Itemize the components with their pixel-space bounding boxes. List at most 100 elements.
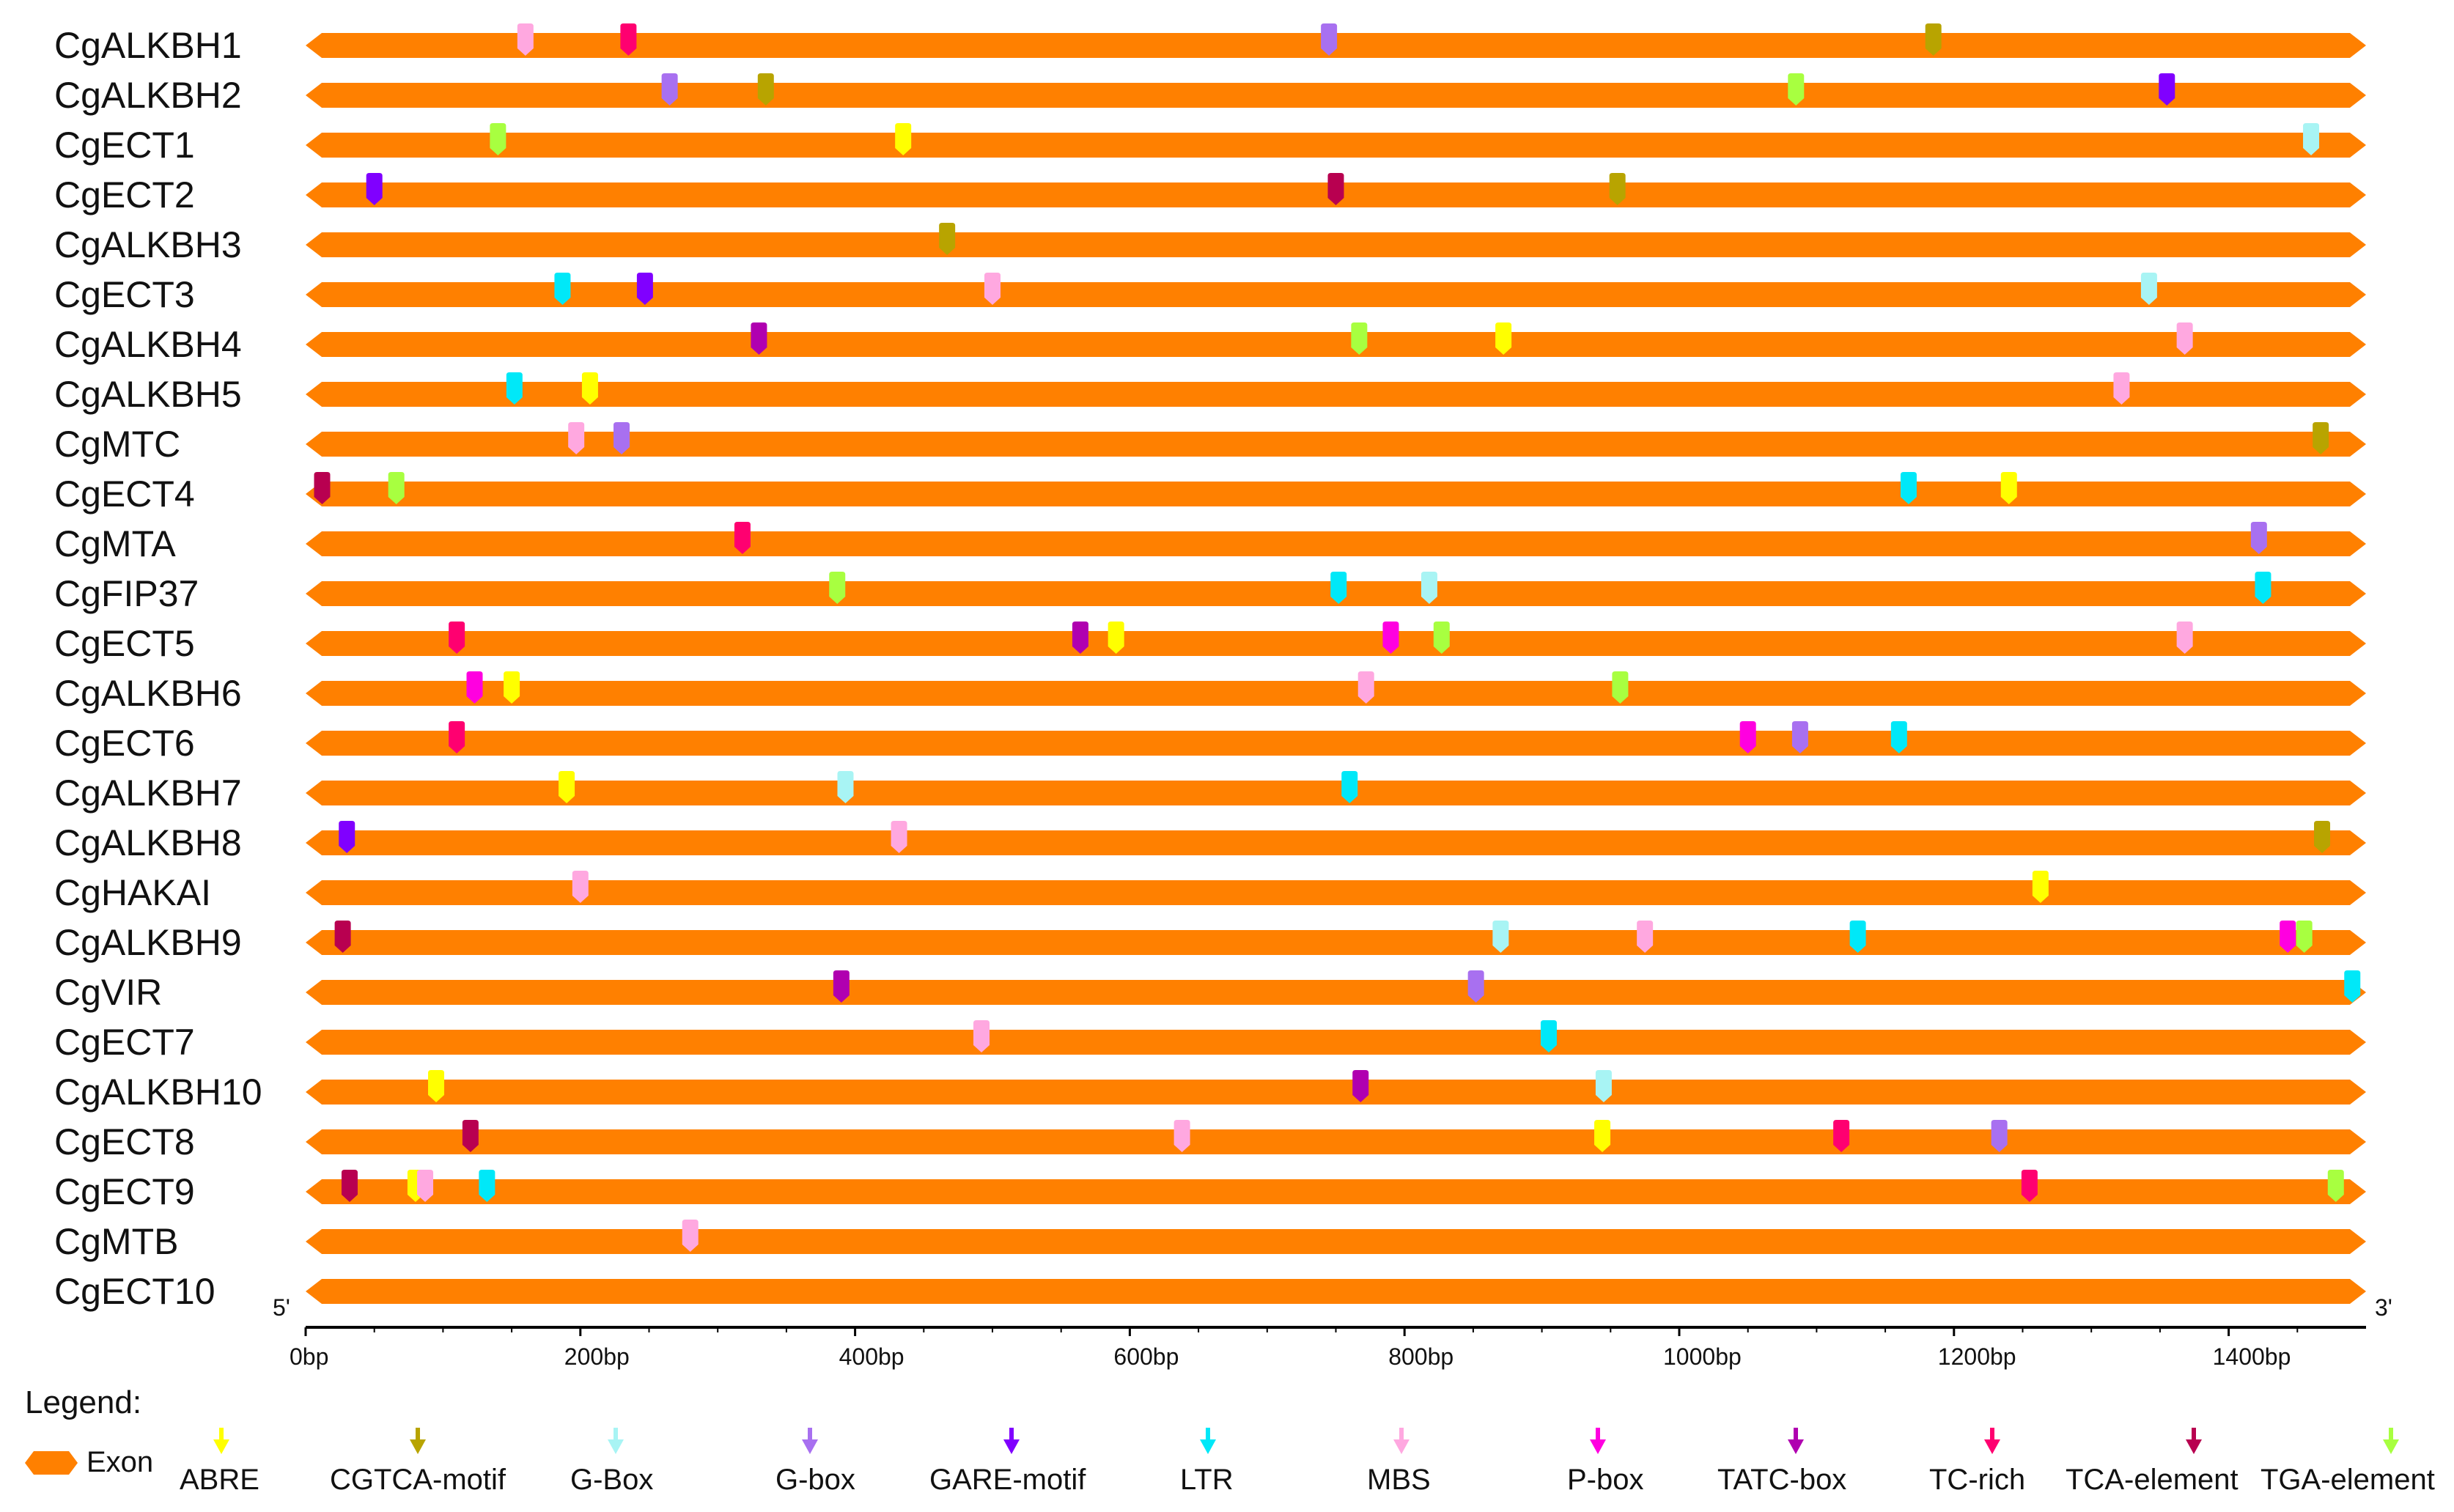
exon-bar xyxy=(306,631,2366,656)
motif-marker xyxy=(1991,1120,2008,1152)
legend-label: GARE-motif xyxy=(929,1464,1086,1496)
exon-bar xyxy=(306,332,2366,357)
gene-label: CgALKBH1 xyxy=(54,25,242,66)
legend-arrow-abre xyxy=(213,1439,229,1454)
motif-marker xyxy=(1321,23,1338,56)
x-tick-label: 1000bp xyxy=(1663,1343,1742,1370)
legend-arrow-p-box xyxy=(1590,1439,1606,1454)
exon-bar xyxy=(306,830,2366,855)
gene-label: CgFIP37 xyxy=(54,573,199,614)
motif-marker xyxy=(581,372,598,405)
motif-markers xyxy=(314,23,2361,1252)
motif-marker xyxy=(984,273,1001,305)
motif-marker xyxy=(757,73,774,106)
motif-marker xyxy=(341,1170,358,1202)
motif-marker xyxy=(479,1170,495,1202)
exon-bar xyxy=(306,980,2366,1005)
motif-marker xyxy=(2250,522,2267,554)
legend-label: TGA-element xyxy=(2260,1464,2435,1496)
motif-marker xyxy=(1492,921,1509,953)
motif-marker xyxy=(1612,671,1629,704)
gene-label: CgALKBH5 xyxy=(54,374,242,415)
gene-label: CgECT5 xyxy=(54,623,195,664)
motif-marker xyxy=(636,273,653,305)
gene-label: CgVIR xyxy=(54,972,162,1013)
legend-label: ABRE xyxy=(180,1464,259,1496)
motif-marker xyxy=(2176,322,2193,355)
motif-marker xyxy=(2327,1170,2344,1202)
gene-labels: CgALKBH1 CgALKBH2 CgECT1 CgECT2 CgALKBH3 CgEC… xyxy=(54,25,262,1312)
gene-label: CgECT3 xyxy=(54,274,195,315)
legend-label: P-box xyxy=(1567,1464,1644,1496)
motif-marker xyxy=(1072,622,1088,654)
motif-marker xyxy=(2021,1170,2038,1202)
three-prime-label: 3' xyxy=(2375,1294,2392,1321)
motif-marker xyxy=(1382,622,1399,654)
motif-marker xyxy=(449,622,465,654)
legend-arrow-tca-element xyxy=(2186,1439,2202,1454)
gene-label: CgALKBH4 xyxy=(54,324,242,365)
exon-bar xyxy=(306,133,2366,158)
legend-arrow-ltr xyxy=(1200,1439,1216,1454)
legend-arrow-g-box xyxy=(608,1439,624,1454)
motif-marker xyxy=(1421,572,1437,604)
legend-arrow-gare-motif xyxy=(1003,1439,1020,1454)
legend-exon-swatch xyxy=(25,1451,78,1475)
legend-label: TC-rich xyxy=(1929,1464,2025,1496)
motif-marker xyxy=(568,422,585,454)
motif-marker xyxy=(1540,1020,1557,1052)
motif-marker xyxy=(973,1020,990,1052)
motif-marker xyxy=(506,372,523,405)
x-tick-label: 800bp xyxy=(1388,1343,1453,1370)
gene-label: CgALKBH2 xyxy=(54,75,242,116)
motif-marker xyxy=(1173,1120,1190,1152)
motif-marker xyxy=(339,821,355,853)
gene-label: CgMTB xyxy=(54,1221,178,1262)
gene-label: CgALKBH9 xyxy=(54,922,242,963)
motif-marker xyxy=(2314,821,2331,853)
motif-marker xyxy=(2000,472,2017,504)
motif-marker xyxy=(939,223,956,255)
legend-arrow-cgtca-motif xyxy=(410,1439,426,1454)
motif-marker xyxy=(466,671,483,704)
motif-marker xyxy=(1609,173,1626,205)
motif-marker xyxy=(2303,123,2320,155)
motif-marker xyxy=(1341,771,1358,803)
gene-label: CgECT6 xyxy=(54,723,195,764)
motif-marker xyxy=(891,821,907,853)
motif-marker xyxy=(366,173,383,205)
motif-marker xyxy=(2113,372,2130,405)
motif-marker xyxy=(1433,622,1450,654)
motif-marker xyxy=(1467,970,1484,1003)
legend: Legend: Exon ABRE CGTCA-motif G-Box G-box GA… xyxy=(25,1384,2435,1496)
motif-marker xyxy=(1351,322,1368,355)
exon-bars xyxy=(306,33,2366,1304)
motif-marker xyxy=(334,921,351,953)
legend-arrow-tatc-box xyxy=(1788,1439,1804,1454)
motif-marker xyxy=(1352,1070,1369,1102)
motif-marker xyxy=(1833,1120,1850,1152)
exon-bar xyxy=(306,282,2366,307)
motif-marker xyxy=(1108,622,1124,654)
motif-marker xyxy=(837,771,854,803)
motif-marker xyxy=(661,73,678,106)
motif-marker xyxy=(1594,1120,1611,1152)
motif-marker xyxy=(2140,273,2157,305)
motif-marker xyxy=(2313,422,2329,454)
legend-arrow-mbs xyxy=(1393,1439,1410,1454)
motif-marker xyxy=(1788,73,1805,106)
legend-label: LTR xyxy=(1180,1464,1234,1496)
motif-marker xyxy=(682,1220,699,1252)
motif-marker xyxy=(1357,671,1374,704)
motif-marker xyxy=(614,422,630,454)
gene-label: CgALKBH7 xyxy=(54,772,242,814)
exon-bar xyxy=(306,1030,2366,1055)
exon-bar xyxy=(306,1080,2366,1105)
gene-label: CgMTA xyxy=(54,523,176,564)
legend-arrow-tga-element xyxy=(2383,1439,2399,1454)
five-prime-label: 5' xyxy=(273,1294,290,1321)
exon-bar xyxy=(306,482,2366,506)
motif-marker xyxy=(504,671,520,704)
motif-marker xyxy=(572,871,589,903)
motif-marker xyxy=(1791,721,1808,753)
